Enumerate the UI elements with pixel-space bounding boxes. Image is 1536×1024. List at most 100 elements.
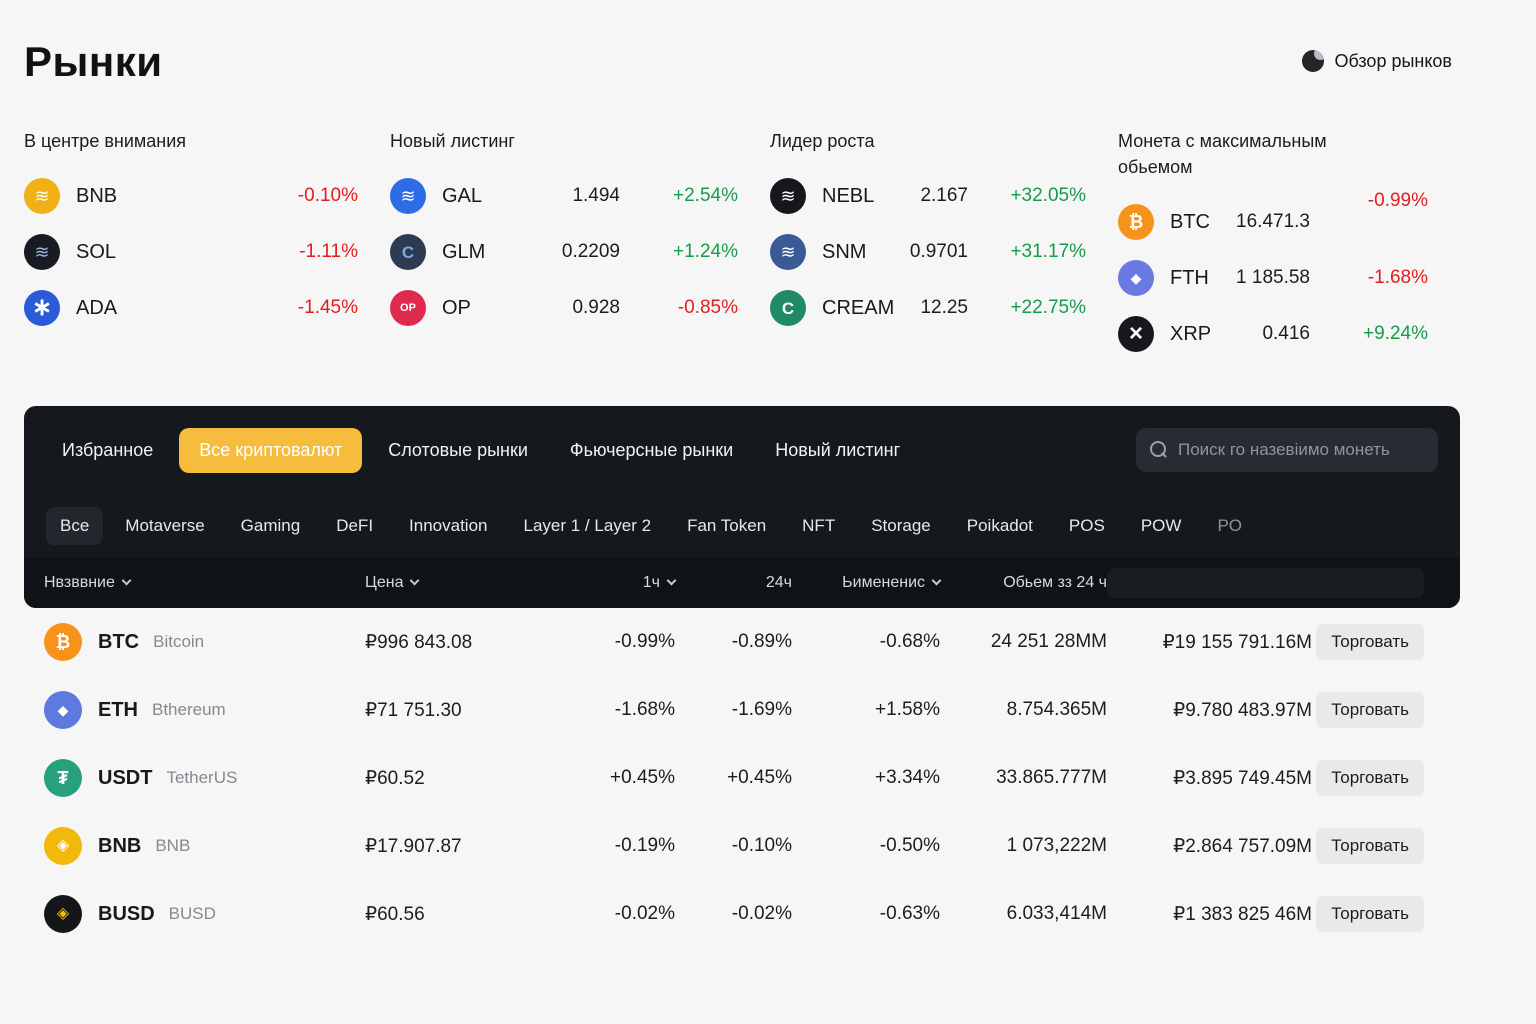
category-innovation[interactable]: Innovation	[395, 507, 501, 545]
list-item[interactable]: ≋ SNM 0.9701 +31.17%	[770, 224, 1118, 280]
coin-symbol: GLM	[442, 241, 485, 264]
volume-coin-cell: 6.033,414M	[940, 903, 1107, 925]
list-item[interactable]: ≋ NEBL 2.167 +32.05%	[770, 168, 1118, 224]
coin-name: TetherUS	[166, 768, 237, 788]
change-cell: -0.63%	[792, 903, 940, 925]
trade-button[interactable]: Торговать	[1316, 896, 1424, 932]
col-header-change[interactable]: Ьимененис	[792, 574, 940, 592]
table-row[interactable]: ◈ BNB BNB ₽17.907.87 -0.19% -0.10% -0.50…	[24, 812, 1460, 880]
coin-symbol: BUSD	[98, 903, 155, 926]
category-pow[interactable]: POW	[1127, 507, 1196, 545]
table-row[interactable]: ₿ BTC Bitcoin ₽996 843.08 -0.99% -0.89% …	[24, 608, 1460, 676]
category-defi[interactable]: DeFI	[322, 507, 387, 545]
coin-price: 1 185.58	[1236, 267, 1310, 289]
change-1h-cell: -0.99%	[565, 631, 675, 653]
trade-button[interactable]: Торговать	[1316, 692, 1424, 728]
category-layer1-layer2[interactable]: Layer 1 / Layer 2	[510, 507, 666, 545]
trade-button[interactable]: Торговать	[1316, 624, 1424, 660]
volume-rub-cell: ₽1 383 825 46M	[1107, 903, 1312, 926]
list-item[interactable]: ◆ FTH 1 185.58 -1.68%	[1118, 250, 1460, 306]
list-item[interactable]: C CREAM 12.25 +22.75%	[770, 280, 1118, 336]
header-placeholder-bar	[1107, 568, 1424, 598]
search-input[interactable]	[1178, 440, 1424, 460]
price-cell: ₽71 751.30	[365, 699, 565, 722]
category-gaming[interactable]: Gaming	[227, 507, 315, 545]
highlight-spotlight: В центре внимания ≋ BNB -0.10% ≋ SOL -1.…	[24, 128, 390, 362]
volume-coin-cell: 33.865.777M	[940, 767, 1107, 789]
category-metaverse[interactable]: Motaverse	[111, 507, 218, 545]
list-item[interactable]: ≋ GAL 1.494 +2.54%	[390, 168, 770, 224]
col-header-name[interactable]: Нвзввние	[44, 574, 365, 592]
highlight-top-gainer: Лидер роста ≋ NEBL 2.167 +32.05% ≋ SNM 0…	[770, 128, 1118, 362]
change-cell: -0.50%	[792, 835, 940, 857]
col-header-24h[interactable]: 24ч	[675, 574, 792, 592]
highlight-title: Монета с максимальным обьемом	[1118, 128, 1398, 180]
price-cell: ₽60.52	[365, 767, 565, 790]
tab-all-crypto[interactable]: Все криптовалют	[179, 428, 362, 473]
chevron-down-icon	[121, 576, 131, 586]
table-row[interactable]: ◆ ETH Bthereum ₽71 751.30 -1.68% -1.69% …	[24, 676, 1460, 744]
change-cell: +3.34%	[792, 767, 940, 789]
coin-price: 0.2209	[562, 241, 620, 263]
list-item[interactable]: C GLM 0.2209 +1.24%	[390, 224, 770, 280]
table-row[interactable]: ₮ USDT TetherUS ₽60.52 +0.45% +0.45% +3.…	[24, 744, 1460, 812]
tab-futures-markets[interactable]: Фьючерсные рынки	[554, 428, 749, 473]
market-overview-label: Обзор рынков	[1334, 51, 1452, 72]
highlight-top-volume: Монета с максимальным обьемом ₿ BTC 16.4…	[1118, 128, 1460, 362]
col-header-volume[interactable]: Обьем зз 24 ч	[940, 574, 1107, 592]
coin-change: -0.85%	[620, 297, 738, 319]
ada-icon: ∗	[24, 290, 60, 326]
coin-change: +32.05%	[968, 185, 1086, 207]
pie-moon-icon	[1302, 50, 1324, 72]
tab-favorites[interactable]: Избранное	[46, 428, 169, 473]
highlight-title: Новый листинг	[390, 128, 670, 154]
nebl-icon: ≋	[770, 178, 806, 214]
coin-symbol: BNB	[98, 835, 141, 858]
bnb-icon: ≋	[24, 178, 60, 214]
category-nft[interactable]: NFT	[788, 507, 849, 545]
category-pos[interactable]: POS	[1055, 507, 1119, 545]
list-item[interactable]: × XRP 0.416 +9.24%	[1118, 306, 1460, 362]
category-po-cutoff[interactable]: PO	[1203, 507, 1256, 545]
list-item[interactable]: ≋ BNB -0.10%	[24, 168, 390, 224]
volume-coin-cell: 8.754.365M	[940, 699, 1107, 721]
search-box[interactable]	[1136, 428, 1438, 472]
change-1h-cell: +0.45%	[565, 767, 675, 789]
market-overview-link[interactable]: Обзор рынков	[1302, 50, 1452, 72]
coin-name: BNB	[155, 836, 190, 856]
coin-symbol: BTC	[98, 631, 139, 654]
col-header-price[interactable]: Цена	[365, 574, 565, 592]
volume-rub-cell: ₽19 155 791.16M	[1107, 631, 1312, 654]
category-fan-token[interactable]: Fan Token	[673, 507, 780, 545]
glm-icon: C	[390, 234, 426, 270]
category-polkadot[interactable]: Poikadot	[953, 507, 1047, 545]
category-all[interactable]: Все	[46, 507, 103, 545]
market-tabs: Избранное Все криптовалют Слотовые рынки…	[24, 406, 1460, 494]
btc-icon: ₿	[44, 623, 82, 661]
coin-price: 0.928	[572, 297, 620, 319]
coin-price: 1.494	[572, 185, 620, 207]
list-item[interactable]: ∗ ADA -1.45%	[24, 280, 390, 336]
coin-symbol: NEBL	[822, 185, 874, 208]
change-cell: +1.58%	[792, 699, 940, 721]
trade-button[interactable]: Торговать	[1316, 760, 1424, 796]
tab-spot-markets[interactable]: Слотовые рынки	[372, 428, 544, 473]
table-row[interactable]: ◈ BUSD BUSD ₽60.56 -0.02% -0.02% -0.63% …	[24, 880, 1460, 948]
highlight-new-listing: Новый листинг ≋ GAL 1.494 +2.54% C GLM 0…	[390, 128, 770, 362]
page-title: Рынки	[24, 38, 163, 86]
tab-new-listing[interactable]: Новый листинг	[759, 428, 916, 473]
coin-change: -1.68%	[1310, 267, 1428, 289]
sol-icon: ≋	[24, 234, 60, 270]
coin-symbol: OP	[442, 297, 471, 320]
list-item[interactable]: OP OP 0.928 -0.85%	[390, 280, 770, 336]
list-item[interactable]: ≋ SOL -1.11%	[24, 224, 390, 280]
coin-change: +31.17%	[968, 241, 1086, 263]
list-item[interactable]: ₿ BTC 16.471.3 -0.99%	[1118, 194, 1460, 250]
trade-button[interactable]: Торговать	[1316, 828, 1424, 864]
coin-change: +22.75%	[968, 297, 1086, 319]
col-header-1h[interactable]: 1ч	[565, 574, 675, 592]
coin-price: 2.167	[920, 185, 968, 207]
category-storage[interactable]: Storage	[857, 507, 945, 545]
highlight-title: Лидер роста	[770, 128, 1050, 154]
category-filter-row: Все Motaverse Gaming DeFI Innovation Lay…	[24, 494, 1460, 558]
